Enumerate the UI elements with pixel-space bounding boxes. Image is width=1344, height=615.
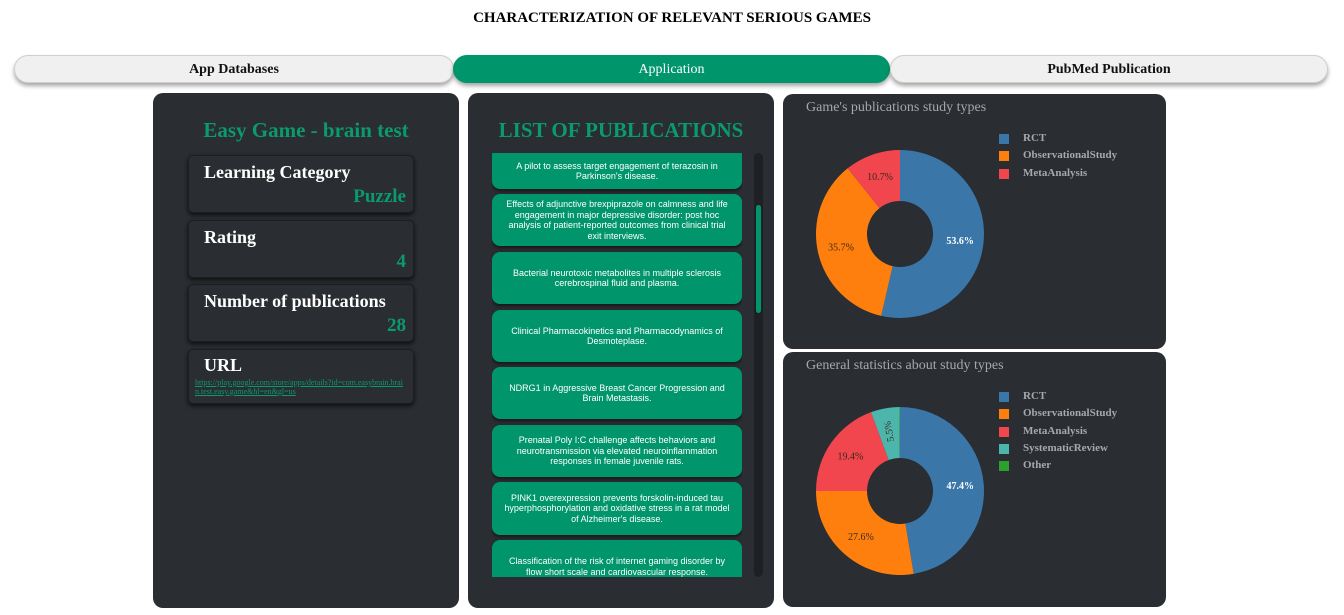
- learning-category-label: Learning Category: [204, 162, 351, 182]
- legend-swatch: [999, 168, 1009, 179]
- learning-category-value: Puzzle: [353, 186, 406, 207]
- page-title: CHARACTERIZATION OF RELEVANT SERIOUS GAM…: [473, 10, 871, 26]
- legend-swatch: [999, 461, 1009, 472]
- legend-label: RCT: [1023, 390, 1047, 402]
- legend-label: Other: [1023, 459, 1052, 472]
- tab-bar: App Databases Application PubMed Publica…: [14, 55, 1328, 85]
- publication-item[interactable]: NDRG1 in Aggressive Breast Cancer Progre…: [492, 367, 742, 419]
- publication-item[interactable]: Prenatal Poly I:C challenge affects beha…: [492, 425, 742, 477]
- publications-count-value: 28: [387, 315, 406, 336]
- publications-count-label: Number of publications: [204, 291, 386, 311]
- donut-slice-MetaAnalysis[interactable]: [816, 412, 889, 491]
- publication-item[interactable]: Classification of the risk of internet g…: [492, 540, 742, 577]
- rating-card: Rating 4: [188, 220, 414, 278]
- publication-item[interactable]: Clinical Pharmacokinetics and Pharmacody…: [492, 310, 742, 362]
- publication-item[interactable]: Effects of adjunctive brexpiprazole on c…: [492, 194, 742, 246]
- donut-chart-1: 53.6% 35.7% 10.7%: [816, 150, 984, 318]
- donut-slice-ObservationalStudy[interactable]: [816, 168, 893, 316]
- publications-scrollbar[interactable]: [754, 153, 763, 577]
- slice-value-label: 19.4%: [837, 451, 863, 462]
- legend-label: SystematicReview: [1023, 441, 1108, 454]
- rating-label: Rating: [204, 227, 257, 247]
- chart-title: General statistics about study types: [806, 358, 1004, 373]
- publications-title: LIST OF PUBLICATIONS: [498, 118, 744, 142]
- legend-swatch: [999, 409, 1009, 420]
- publications-scrollbar-thumb[interactable]: [756, 205, 761, 313]
- publications-panel: LIST OF PUBLICATIONS A pilot to assess t…: [468, 93, 774, 608]
- donut-slice-MetaAnalysis[interactable]: [847, 150, 900, 209]
- url-label: URL: [204, 355, 243, 375]
- tab-app-databases[interactable]: App Databases: [14, 55, 454, 83]
- game-name: Easy Game - brain test: [203, 118, 409, 142]
- publication-item[interactable]: PINK1 overexpression prevents forskolin-…: [492, 482, 742, 535]
- general-study-types-chart: General statistics about study types 47.…: [783, 352, 1166, 607]
- rating-value: 4: [396, 251, 407, 272]
- tab-pubmed-publication[interactable]: PubMed Publication: [890, 55, 1328, 83]
- publications-count-card: Number of publications 28: [188, 284, 414, 342]
- slice-value-label: 35.7%: [828, 242, 854, 253]
- chart-title: Game's publications study types: [806, 100, 987, 115]
- publications-list[interactable]: A pilot to assess target engagement of t…: [492, 153, 742, 577]
- slice-value-label: 47.4%: [947, 481, 975, 492]
- donut-slice-RCT[interactable]: [900, 407, 984, 574]
- tab-application[interactable]: Application: [453, 55, 890, 83]
- donut-chart-2: 47.4% 27.6% 19.4% 5.5%: [816, 407, 984, 575]
- legend-label: ObservationalStudy: [1023, 407, 1118, 420]
- publication-item[interactable]: Bacterial neurotoxic metabolites in mult…: [492, 252, 742, 304]
- legend-label: RCT: [1023, 132, 1047, 144]
- donut-slice-RCT[interactable]: [881, 150, 984, 318]
- legend-label: ObservationalStudy: [1023, 149, 1118, 162]
- game-study-types-chart: Game's publications study types 53.6% 35.…: [783, 94, 1166, 349]
- url-card: URL https://play.google.com/store/apps/d…: [188, 349, 414, 404]
- publication-item[interactable]: A pilot to assess target engagement of t…: [492, 153, 742, 189]
- legend-swatch: [999, 151, 1009, 162]
- learning-category-card: Learning Category Puzzle: [188, 155, 414, 213]
- legend-swatch: [999, 443, 1009, 454]
- url-link[interactable]: https://play.google.com/store/apps/detai…: [195, 378, 403, 396]
- slice-value-label: 53.6%: [946, 236, 974, 247]
- game-info-panel: Easy Game - brain test Learning Category…: [153, 93, 459, 608]
- legend-label: MetaAnalysis: [1023, 166, 1088, 179]
- legend-label: MetaAnalysis: [1023, 424, 1088, 437]
- legend-swatch: [999, 392, 1009, 402]
- legend-swatch: [999, 426, 1009, 437]
- slice-value-label: 5.5%: [882, 420, 897, 442]
- donut-slice-Other[interactable]: [899, 407, 900, 459]
- slice-value-label: 27.6%: [848, 532, 874, 543]
- donut-slice-SystematicReview[interactable]: [871, 407, 900, 461]
- legend-swatch: [999, 134, 1009, 144]
- donut-slice-ObservationalStudy[interactable]: [816, 491, 914, 575]
- slice-value-label: 10.7%: [867, 172, 893, 183]
